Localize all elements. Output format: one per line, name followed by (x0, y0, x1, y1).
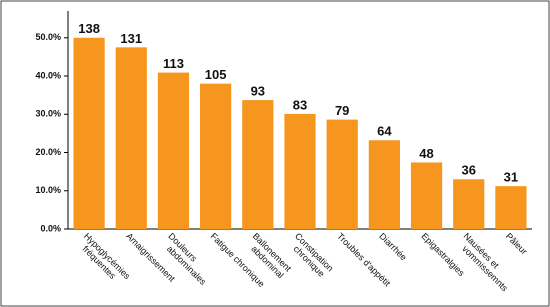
data-label: 48 (419, 146, 433, 161)
data-label: 83 (293, 97, 307, 112)
data-label: 138 (78, 21, 100, 36)
y-tick-label: 50.0% (35, 32, 61, 42)
data-label: 64 (377, 124, 392, 139)
y-tick-label: 10.0% (35, 185, 61, 195)
bar (157, 72, 190, 229)
data-label: 31 (504, 170, 518, 185)
data-label: 93 (251, 84, 265, 99)
bar (410, 162, 443, 229)
bar (495, 186, 527, 229)
data-label: 79 (335, 103, 349, 118)
data-label: 131 (120, 31, 142, 46)
data-label: 113 (163, 56, 184, 71)
bar (453, 179, 485, 229)
bar (326, 119, 358, 229)
y-tick-label: 0.0% (40, 223, 61, 233)
bar (73, 37, 105, 230)
bar (368, 140, 400, 229)
data-label: 36 (461, 163, 475, 178)
bar (284, 113, 316, 229)
bar (115, 47, 147, 230)
y-tick-label: 40.0% (35, 70, 61, 80)
y-tick-label: 30.0% (35, 109, 61, 119)
y-tick-label: 20.0% (35, 147, 61, 157)
bar (200, 83, 232, 230)
bar (242, 100, 274, 230)
data-label: 105 (205, 67, 227, 82)
